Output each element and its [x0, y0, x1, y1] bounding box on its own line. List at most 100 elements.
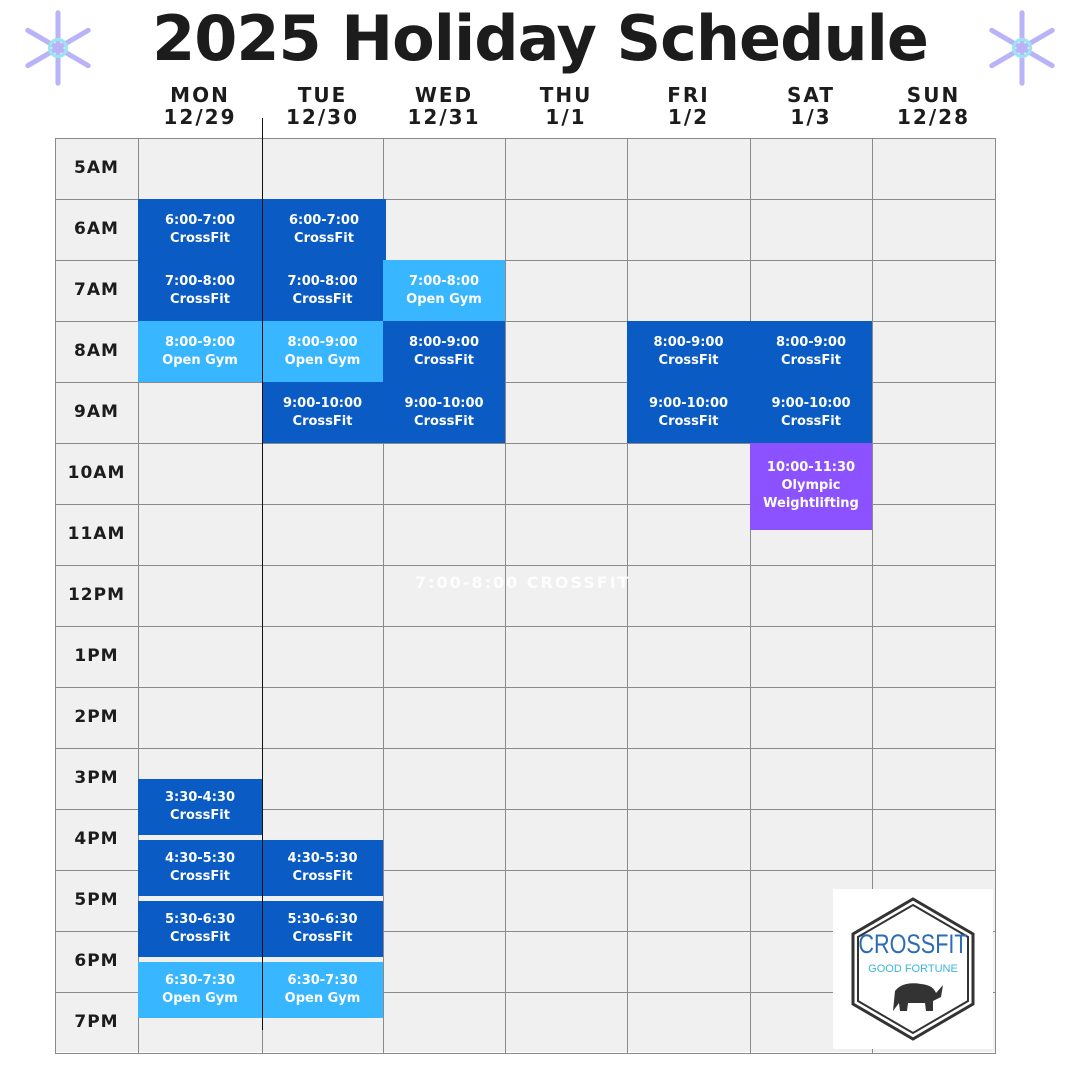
event-time: 9:00-10:00 — [648, 395, 729, 411]
grid-cell — [138, 626, 263, 688]
event-title: CrossFit — [292, 868, 353, 884]
grid-cell — [505, 260, 628, 322]
event-time: 7:00-8:00 — [408, 273, 480, 289]
grid-cell — [505, 199, 628, 261]
event-title: CrossFit — [294, 230, 354, 246]
grid-cell — [872, 321, 996, 383]
grid-cell — [627, 138, 751, 200]
day-date: 1/2 — [667, 105, 710, 129]
logo-sub: GOOD FORTUNE — [868, 963, 958, 975]
event-title: Open Gym — [162, 990, 238, 1006]
class-event[interactable]: 6:30-7:30 Open Gym — [262, 961, 383, 1018]
grid-cell — [872, 626, 996, 688]
day-name: THU — [539, 83, 593, 107]
event-title: CrossFit — [414, 413, 474, 429]
day-header-mon: MON 12/29 — [138, 84, 262, 128]
class-event[interactable]: 6:30-7:30 Open Gym — [138, 961, 262, 1018]
day-name: TUE — [297, 83, 348, 107]
day-header-thu: THU 1/1 — [505, 84, 627, 128]
grid-cell — [872, 565, 996, 627]
grid-cell — [627, 626, 751, 688]
time-label: 7AM — [74, 280, 119, 300]
day-header-fri: FRI 1/2 — [627, 84, 750, 128]
time-label: 7PM — [74, 1012, 119, 1032]
event-title: CrossFit — [170, 230, 230, 246]
event-time: 8:00-9:00 — [775, 334, 847, 350]
event-time: 8:00-9:00 — [164, 334, 236, 350]
class-event[interactable]: 9:00-10:00 CrossFit — [750, 382, 872, 443]
event-time: 10:00-11:30 — [766, 460, 856, 476]
grid-cell — [627, 443, 751, 505]
grid-cell — [383, 626, 506, 688]
event-title: CrossFit — [781, 413, 841, 429]
time-label: 11AM — [67, 524, 126, 544]
divider-line — [262, 118, 263, 1030]
class-event[interactable]: 7:00-8:00 CrossFit — [262, 260, 383, 321]
ghost-text: 7:00-8:00 CROSSFIT — [415, 573, 631, 592]
class-event[interactable]: 10:00-11:30 Olympic Weightlifting — [750, 443, 872, 530]
day-date: 12/30 — [286, 105, 359, 129]
event-time: 8:00-9:00 — [408, 334, 480, 350]
grid-cell — [383, 138, 506, 200]
class-event[interactable]: 3:30-4:30 CrossFit — [138, 778, 262, 835]
event-time: 4:30-5:30 — [164, 850, 236, 866]
event-title: CrossFit — [170, 868, 230, 884]
time-label: 2PM — [74, 707, 119, 727]
event-time: 6:00-7:00 — [288, 212, 360, 228]
event-title: CrossFit — [170, 291, 230, 307]
crossfit-logo: CROSSFIT GOOD FORTUNE — [833, 889, 993, 1049]
class-event[interactable]: 5:30-6:30 CrossFit — [262, 900, 383, 957]
event-title: CrossFit — [170, 929, 230, 945]
grid-cell — [505, 687, 628, 749]
event-time: 9:00-10:00 — [771, 395, 851, 411]
class-event[interactable]: 7:00-8:00 Open Gym — [383, 260, 505, 321]
class-event[interactable]: 7:00-8:00 CrossFit — [138, 260, 262, 321]
grid-cell — [872, 382, 996, 444]
grid-cell — [138, 504, 263, 566]
grid-cell — [138, 443, 263, 505]
class-event[interactable]: 8:00-9:00 CrossFit — [383, 321, 505, 382]
class-event[interactable]: 9:00-10:00 CrossFit — [383, 382, 505, 443]
grid-cell — [505, 138, 628, 200]
time-label: 12PM — [67, 585, 126, 605]
event-time: 3:30-4:30 — [164, 789, 236, 805]
grid-cell — [505, 626, 628, 688]
grid-cell — [383, 443, 506, 505]
grid-cell — [505, 382, 628, 444]
snowflake-icon — [25, 10, 91, 86]
grid-cell — [505, 992, 628, 1054]
time-label: 6AM — [74, 219, 119, 239]
grid-cell — [750, 809, 873, 871]
day-date: 12/31 — [407, 105, 481, 129]
grid-cell — [138, 687, 263, 749]
class-event[interactable]: 8:00-9:00 Open Gym — [138, 321, 262, 382]
class-event[interactable]: 4:30-5:30 CrossFit — [138, 839, 262, 896]
class-event[interactable]: 8:00-9:00 CrossFit — [627, 321, 750, 382]
class-event[interactable]: 9:00-10:00 CrossFit — [262, 382, 383, 443]
time-label: 10AM — [67, 463, 126, 483]
event-time: 5:30-6:30 — [287, 911, 358, 927]
grid-cell — [872, 138, 996, 200]
event-time: 7:00-8:00 — [287, 273, 358, 289]
grid-cell — [750, 199, 873, 261]
snowflake-icon — [989, 10, 1055, 86]
class-event[interactable]: 9:00-10:00 CrossFit — [627, 382, 750, 443]
class-event[interactable]: 4:30-5:30 CrossFit — [262, 839, 383, 896]
time-label: 1PM — [74, 646, 119, 666]
class-event[interactable]: 5:30-6:30 CrossFit — [138, 900, 262, 957]
class-event[interactable]: 6:00-7:00 CrossFit — [262, 199, 386, 260]
grid-cell — [262, 687, 384, 749]
grid-cell — [262, 443, 384, 505]
grid-cell — [750, 260, 873, 322]
event-title: CrossFit — [658, 413, 719, 429]
grid-cell — [627, 870, 751, 932]
grid-cell — [383, 199, 506, 261]
class-event[interactable]: 8:00-9:00 CrossFit — [750, 321, 872, 382]
class-event[interactable]: 6:00-7:00 CrossFit — [138, 199, 262, 260]
day-header-tue: TUE 12/30 — [262, 84, 383, 128]
grid-cell — [383, 504, 506, 566]
class-event[interactable]: 8:00-9:00 Open Gym — [262, 321, 383, 382]
elephant-icon — [893, 983, 943, 1011]
grid-cell — [138, 138, 263, 200]
grid-cell — [872, 199, 996, 261]
